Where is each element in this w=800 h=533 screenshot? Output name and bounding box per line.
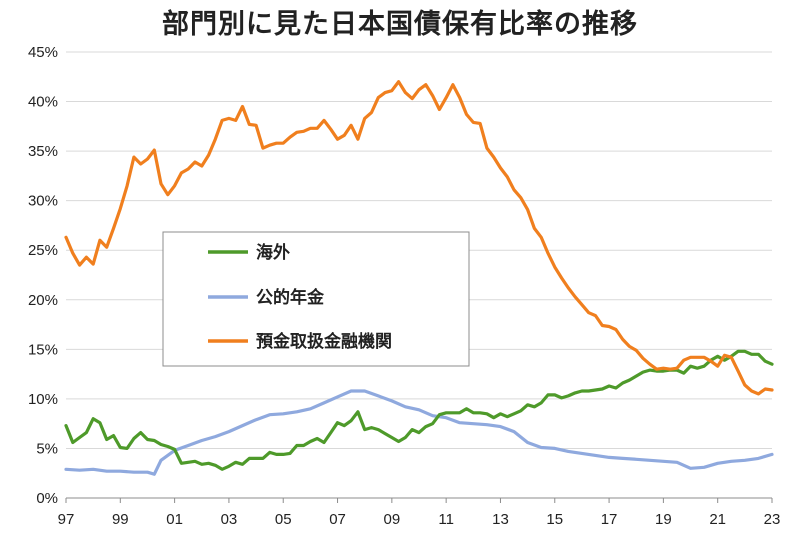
series-line bbox=[64, 349, 774, 471]
x-axis: 97 99 01 03 05 07 09 11 13 15 17 19 21 23 bbox=[58, 498, 781, 528]
y-tick-label: 10% bbox=[28, 391, 58, 408]
y-tick-label: 5% bbox=[36, 440, 58, 457]
legend-label: 預金取扱金融機関 bbox=[256, 331, 392, 352]
y-tick-label: 35% bbox=[28, 143, 58, 160]
y-axis: 0% 5% 10% 15% 20% 25% 30% 35% 40% 45% bbox=[28, 44, 58, 507]
x-tick-label: 19 bbox=[655, 511, 672, 528]
x-tick-label: 07 bbox=[329, 511, 346, 528]
legend-label: 海外 bbox=[256, 242, 290, 263]
x-tick-label: 01 bbox=[166, 511, 183, 528]
x-tick-label: 11 bbox=[438, 511, 454, 528]
y-tick-label: 0% bbox=[36, 490, 58, 507]
x-tick-label: 23 bbox=[764, 511, 781, 528]
series-line bbox=[64, 80, 774, 396]
legend-label: 公的年金 bbox=[256, 287, 325, 308]
y-tick-label: 30% bbox=[28, 193, 58, 210]
x-tick-label: 99 bbox=[112, 511, 129, 528]
x-tick-label: 17 bbox=[601, 511, 618, 528]
y-tick-label: 20% bbox=[28, 292, 58, 309]
x-tick-label: 03 bbox=[221, 511, 238, 528]
y-tick-label: 25% bbox=[28, 242, 58, 259]
plot-area bbox=[64, 80, 774, 476]
x-tick-label: 21 bbox=[709, 511, 726, 528]
x-tick-label: 05 bbox=[275, 511, 292, 528]
x-tick-label: 97 bbox=[58, 511, 75, 528]
legend-frame bbox=[162, 231, 470, 367]
y-tick-label: 45% bbox=[28, 44, 58, 61]
x-tick-label: 15 bbox=[546, 511, 563, 528]
x-tick-label: 13 bbox=[492, 511, 509, 528]
x-tick-label: 09 bbox=[384, 511, 401, 528]
y-tick-label: 15% bbox=[28, 341, 58, 358]
series-line bbox=[64, 389, 774, 476]
chart-title: 部門別に見た日本国債保有比率の推移 bbox=[162, 9, 638, 40]
y-tick-label: 40% bbox=[28, 94, 58, 111]
